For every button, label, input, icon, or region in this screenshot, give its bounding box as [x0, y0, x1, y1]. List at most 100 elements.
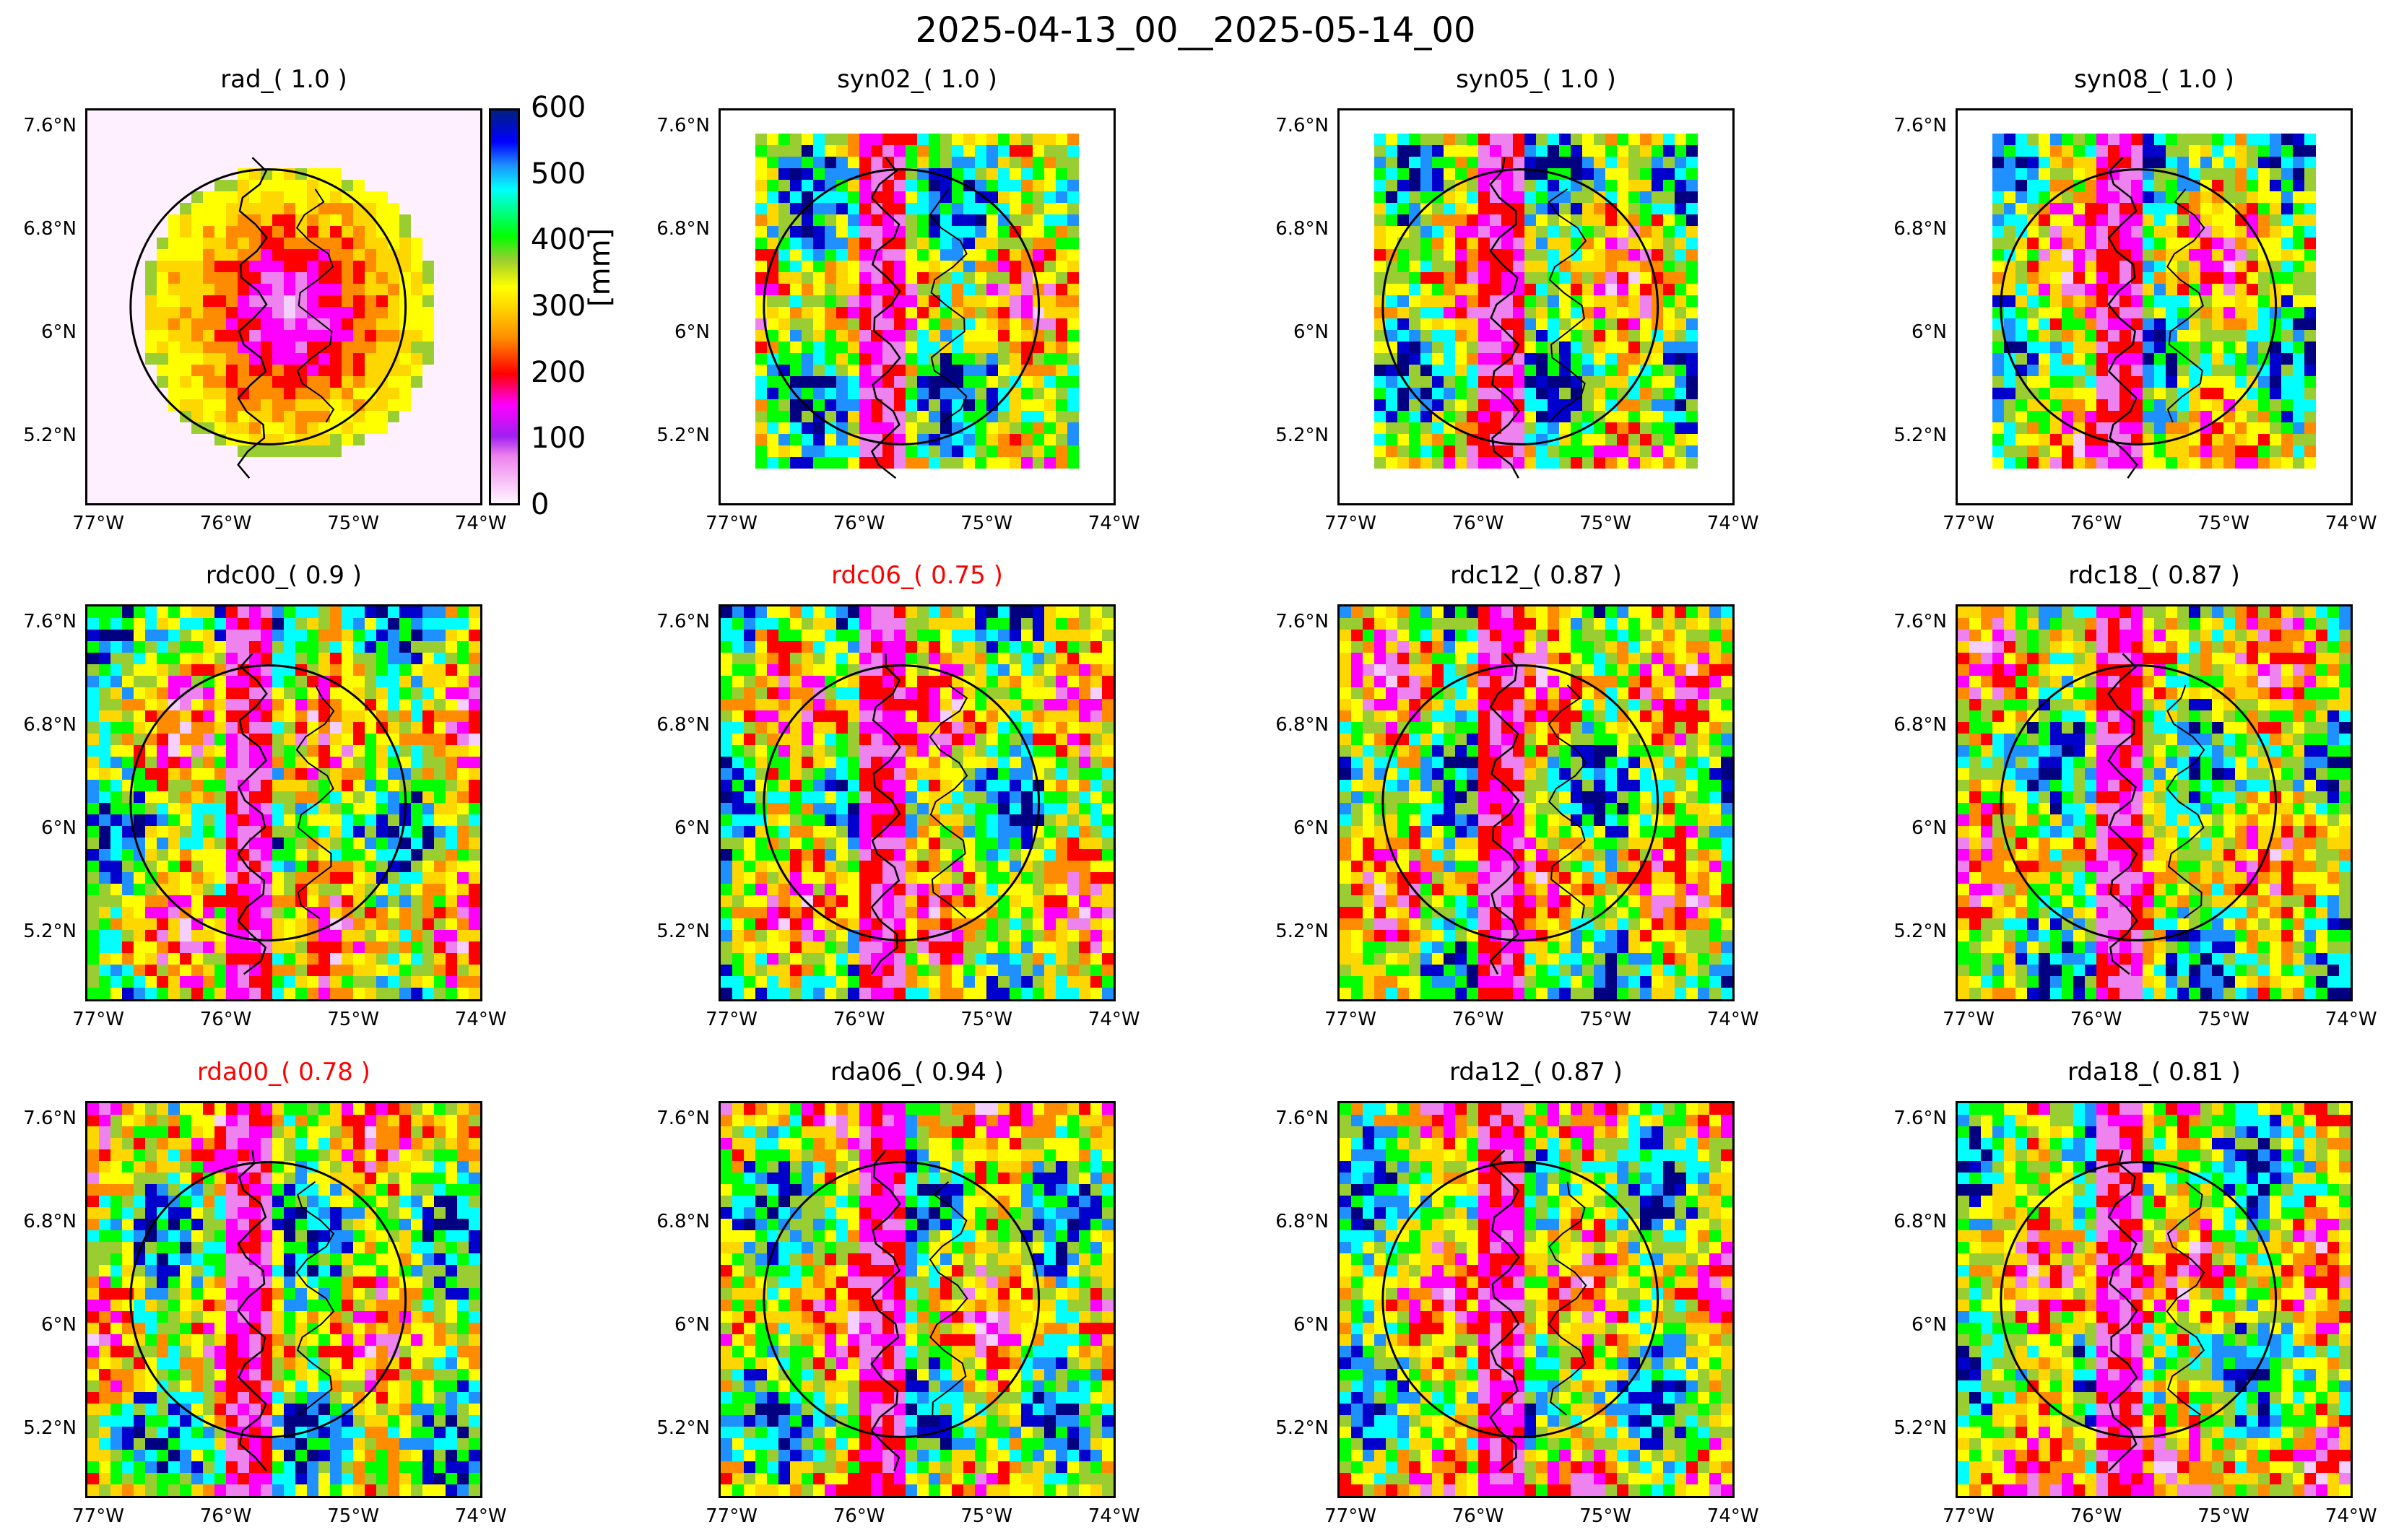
panel-title: syn02_( 1.0 )	[837, 65, 997, 94]
lon-tick-label: 76°W	[1451, 1505, 1504, 1527]
lon-tick-label: 75°W	[327, 1009, 380, 1030]
lat-tick-label: 6°N	[674, 321, 710, 343]
lat-tick-label: 7.6°N	[1893, 1107, 1947, 1129]
precip-field	[87, 606, 480, 999]
lon-tick-label: 76°W	[833, 1505, 885, 1527]
lat-tick-label: 5.2°N	[1275, 1417, 1329, 1439]
river-contour	[2107, 157, 2138, 479]
radar-range-circle	[129, 664, 407, 941]
lat-tick-label: 5.2°N	[656, 1417, 710, 1439]
lon-tick-label: 76°W	[2070, 1505, 2122, 1527]
map-panel	[85, 1101, 482, 1498]
precip-field	[1958, 1103, 2351, 1496]
lat-tick-label: 6°N	[41, 321, 77, 343]
map-panel	[85, 604, 482, 1001]
lon-tick-label: 75°W	[1579, 513, 1632, 534]
lat-tick-label: 5.2°N	[656, 920, 710, 942]
lat-tick-label: 5.2°N	[656, 424, 710, 446]
radar-range-circle	[2000, 168, 2278, 445]
lon-tick-label: 77°W	[1324, 513, 1376, 534]
river-contour	[237, 653, 268, 975]
precip-field	[1958, 110, 2351, 503]
lat-tick-label: 6°N	[41, 817, 77, 839]
lon-tick-label: 76°W	[833, 513, 885, 534]
lon-tick-label: 77°W	[706, 1009, 758, 1030]
lat-tick-label: 6°N	[674, 817, 710, 839]
lon-tick-label: 75°W	[327, 1505, 380, 1527]
lat-tick-label: 6.8°N	[23, 1210, 77, 1232]
precip-field	[1340, 606, 1732, 999]
map-panel	[719, 1101, 1116, 1498]
river-contour	[2107, 1149, 2138, 1472]
panel-title: rda18_( 0.81 )	[2067, 1058, 2241, 1087]
colorbar-unit-label: [mm]	[583, 227, 617, 307]
lat-tick-label: 7.6°N	[1893, 610, 1947, 632]
map-panel	[1337, 108, 1735, 505]
panel-title: syn05_( 1.0 )	[1456, 65, 1616, 94]
radar-range-circle	[1381, 168, 1659, 445]
panel-title: rdc18_( 0.87 )	[2068, 561, 2240, 590]
lon-tick-label: 76°W	[199, 513, 252, 534]
lon-tick-label: 75°W	[960, 1505, 1013, 1527]
colorbar-tick-label: 100	[531, 422, 586, 456]
lon-tick-label: 74°W	[1706, 1505, 1759, 1527]
colorbar-tick-label: 600	[531, 91, 586, 124]
lat-tick-label: 6°N	[1912, 321, 1947, 343]
lon-tick-label: 74°W	[454, 513, 507, 534]
coastline-contour	[1548, 1181, 1587, 1416]
coastline-contour	[2166, 684, 2205, 919]
lat-tick-label: 5.2°N	[1893, 1417, 1947, 1439]
lat-tick-label: 5.2°N	[1275, 920, 1329, 942]
colorbar-tick-label: 0	[531, 488, 550, 521]
radar-range-circle	[1381, 664, 1659, 941]
colorbar-tick-label: 400	[531, 223, 586, 257]
lat-tick-label: 6°N	[1293, 1313, 1329, 1336]
lat-tick-label: 6°N	[41, 1313, 77, 1336]
river-contour	[870, 1149, 901, 1471]
lat-tick-label: 6°N	[674, 1313, 710, 1336]
radar-range-circle	[1381, 1161, 1659, 1438]
river-contour	[1489, 653, 1520, 975]
precip-field	[87, 110, 480, 503]
lon-tick-label: 74°W	[2325, 1009, 2377, 1030]
coastline-contour	[929, 188, 968, 423]
lon-tick-label: 75°W	[2197, 513, 2250, 534]
lon-tick-label: 74°W	[1088, 1505, 1140, 1527]
lat-tick-label: 7.6°N	[23, 114, 77, 136]
lon-tick-label: 77°W	[706, 1505, 758, 1527]
radar-range-circle	[763, 168, 1041, 445]
panel-title: rad_( 1.0 )	[220, 65, 347, 94]
lon-tick-label: 75°W	[1579, 1505, 1632, 1527]
lat-tick-label: 7.6°N	[656, 114, 710, 136]
lon-tick-label: 75°W	[1579, 1009, 1632, 1030]
colorbar-tick-label: 300	[531, 290, 586, 323]
lat-tick-label: 5.2°N	[23, 920, 77, 942]
lon-tick-label: 76°W	[2070, 1009, 2122, 1030]
lat-tick-label: 6°N	[1912, 817, 1947, 839]
lon-tick-label: 77°W	[706, 513, 758, 534]
figure-title: 2025-04-13_00__2025-05-14_00	[915, 10, 1476, 51]
lat-tick-label: 7.6°N	[1275, 610, 1329, 632]
lon-tick-label: 77°W	[72, 513, 124, 534]
radar-range-circle	[129, 1161, 407, 1438]
panel-title: rdc12_( 0.87 )	[1450, 561, 1622, 590]
lon-tick-label: 74°W	[1706, 513, 1759, 534]
map-panel	[1337, 1101, 1735, 1498]
map-panel	[85, 108, 482, 505]
map-panel	[719, 604, 1116, 1001]
colorbar-tick-label: 500	[531, 157, 586, 191]
coastline-contour	[2166, 1181, 2205, 1416]
lon-tick-label: 77°W	[1943, 1505, 1995, 1527]
lon-tick-label: 75°W	[960, 513, 1013, 534]
lat-tick-label: 5.2°N	[1893, 920, 1947, 942]
map-panel	[719, 108, 1116, 505]
lat-tick-label: 6°N	[1293, 817, 1329, 839]
lon-tick-label: 76°W	[199, 1009, 252, 1030]
lat-tick-label: 6°N	[1293, 321, 1329, 343]
lat-tick-label: 6.8°N	[1275, 1210, 1329, 1232]
lon-tick-label: 77°W	[1324, 1009, 1376, 1030]
panel-title: rdc06_( 0.75 )	[831, 561, 1003, 590]
lon-tick-label: 74°W	[454, 1009, 507, 1030]
lon-tick-label: 74°W	[1706, 1009, 1759, 1030]
lat-tick-label: 7.6°N	[1893, 114, 1947, 136]
